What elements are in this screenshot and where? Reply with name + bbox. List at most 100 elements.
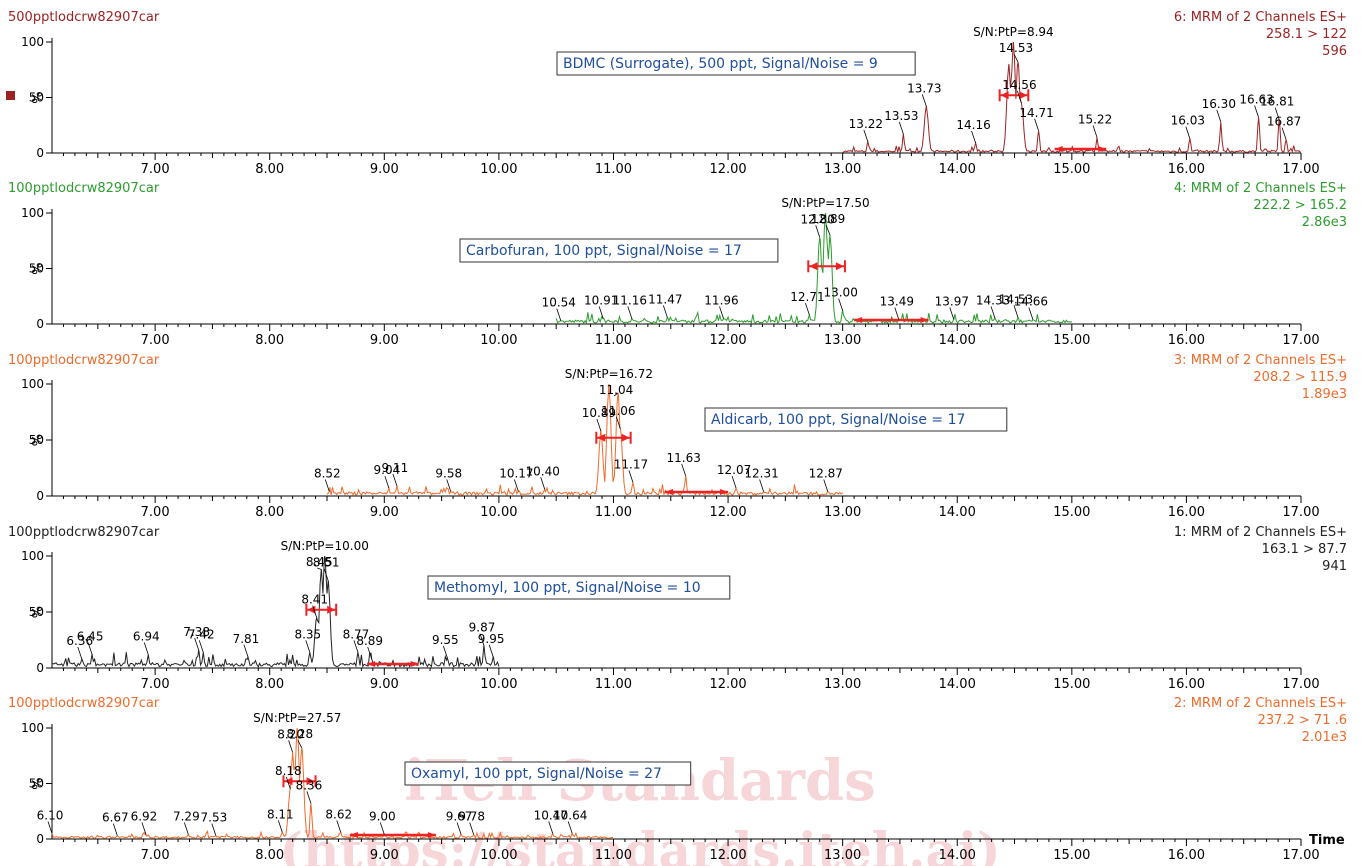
sample-name: 100pptlodcrw82907car — [8, 696, 160, 711]
y-tick-label: 100 — [21, 35, 44, 49]
x-tick-label: 9.00 — [370, 333, 399, 348]
peak-leader — [211, 823, 217, 836]
noise-arrow-left — [665, 489, 674, 495]
intensity-label: 596 — [1322, 44, 1347, 59]
x-tick-label: 7.00 — [141, 677, 170, 692]
peak-leader — [47, 821, 53, 834]
peak-leader — [949, 307, 955, 320]
compound-label: BDMC (Surrogate), 500 ppt, Signal/Noise … — [563, 56, 878, 72]
integration-arrow-right — [1019, 91, 1028, 100]
x-tick-label: 12.00 — [709, 162, 746, 177]
compound-label-box — [404, 761, 692, 786]
x-tick-label: 16.00 — [1168, 333, 1205, 348]
peak-leader — [513, 479, 519, 492]
y-tick-label: 0 — [36, 317, 44, 331]
y-tick-label: 50 — [29, 777, 44, 791]
peak-leader — [77, 646, 83, 660]
peak-leader — [805, 302, 810, 316]
peak-label: 11.47 — [648, 292, 682, 306]
peak-leader — [285, 776, 291, 790]
panel-2: 100pptlodcrw82907car 4: MRM of 2 Channels… — [8, 181, 1347, 348]
trace-line — [555, 212, 1073, 325]
peak-leader — [990, 306, 996, 319]
peak-label: 8.62 — [325, 807, 352, 821]
transition-label: 222.2 > 165.2 — [1253, 198, 1347, 213]
integration-arrow-left — [284, 777, 293, 786]
peak-leader — [183, 822, 189, 835]
x-tick-label: 7.00 — [141, 505, 170, 520]
peak-leader — [598, 306, 604, 319]
peak-label: 12.07 — [717, 463, 751, 477]
noise-arrow-left — [367, 661, 376, 667]
peak-leader — [442, 645, 448, 659]
peak-leader — [456, 822, 462, 835]
peak-label: 13.00 — [823, 286, 857, 300]
compound-label-box — [459, 238, 779, 263]
peak-leader — [1254, 105, 1259, 118]
integration-arrow-right — [835, 262, 844, 271]
peak-label: 11.63 — [666, 451, 700, 465]
peak-label: 9.11 — [382, 461, 409, 475]
peak-label: 7.29 — [173, 810, 200, 824]
intensity-label: 2.01e3 — [1302, 730, 1347, 745]
peak-leader — [143, 642, 149, 655]
peak-leader — [87, 642, 93, 655]
x-tick-label: 11.00 — [595, 333, 632, 348]
sample-name: 100pptlodcrw82907car — [8, 353, 160, 368]
compound-label: Oxamyl, 100 ppt, Signal/Noise = 27 — [411, 766, 662, 782]
noise-arrow-right — [720, 489, 729, 495]
peak-label: 10.17 — [499, 467, 533, 481]
peak-leader — [1092, 125, 1098, 138]
peak-label: 10.40 — [526, 464, 560, 478]
peak-leader — [277, 820, 283, 833]
y-tick-label: 100 — [21, 206, 44, 220]
transition-label: 163.1 > 87.7 — [1262, 542, 1347, 557]
compound-label-box — [427, 575, 731, 600]
peak-label: 7.53 — [201, 811, 228, 825]
channel-label: 4: MRM of 2 Channels ES+ — [1174, 181, 1347, 196]
peak-label: 9.00 — [369, 810, 396, 824]
peak-leader — [469, 822, 475, 835]
noise-arrow-left — [1054, 146, 1063, 152]
panel-5: 100pptlodcrw82907car 2: MRM of 2 Channels… — [8, 696, 1347, 863]
x-tick-label: 10.00 — [480, 162, 517, 177]
peak-leader — [379, 822, 385, 835]
peak-leader — [548, 821, 554, 834]
peak-label: 13.49 — [880, 295, 914, 309]
x-tick-label: 12.00 — [709, 505, 746, 520]
sn-label: S/N:PtP=16.72 — [565, 367, 653, 381]
x-tick-label: 13.00 — [824, 333, 861, 348]
x-tick-label: 14.00 — [939, 848, 976, 863]
compound-label: Aldicarb, 100 ppt, Signal/Noise = 17 — [711, 412, 965, 428]
channel-label: 3: MRM of 2 Channels ES+ — [1174, 353, 1347, 368]
peak-leader — [823, 479, 829, 492]
peak-label: 12.87 — [809, 467, 843, 481]
peak-label: 8.20 — [277, 727, 304, 741]
integration-arrow-left — [1000, 91, 1009, 100]
x-tick-label: 9.00 — [370, 677, 399, 692]
x-tick-label: 11.00 — [595, 162, 632, 177]
peak-label: 8.52 — [314, 467, 341, 481]
peak-label: 14.66 — [1014, 295, 1048, 309]
x-tick-label: 15.00 — [1053, 677, 1090, 692]
peak-leader — [446, 479, 452, 492]
x-tick-label: 13.00 — [824, 848, 861, 863]
peak-leader — [353, 640, 359, 653]
peak-leader — [613, 392, 619, 397]
x-tick-label: 12.00 — [709, 677, 746, 692]
y-tick-label: 100 — [21, 549, 44, 563]
peak-leader — [719, 306, 724, 319]
x-tick-label: 17.00 — [1282, 333, 1319, 348]
peak-label: 8.36 — [296, 778, 323, 792]
y-tick-label: 0 — [36, 146, 44, 160]
x-tick-label: 8.00 — [255, 505, 284, 520]
integration-arrow-left — [809, 262, 818, 271]
peak-label: 10.91 — [584, 293, 618, 307]
x-tick-label: 8.00 — [255, 162, 284, 177]
x-tick-label: 16.00 — [1168, 505, 1205, 520]
peak-label: 9.55 — [432, 633, 459, 647]
x-tick-label: 8.00 — [255, 848, 284, 863]
peak-label: 12.80 — [801, 212, 835, 226]
peak-leader — [297, 739, 303, 749]
peak-label: 16.03 — [1171, 114, 1205, 128]
